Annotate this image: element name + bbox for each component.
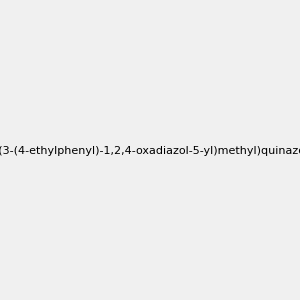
Text: 3-(4-ethylphenyl)-1-((3-(4-ethylphenyl)-1,2,4-oxadiazol-5-yl)methyl)quinazoline-: 3-(4-ethylphenyl)-1-((3-(4-ethylphenyl)-… [0, 146, 300, 157]
